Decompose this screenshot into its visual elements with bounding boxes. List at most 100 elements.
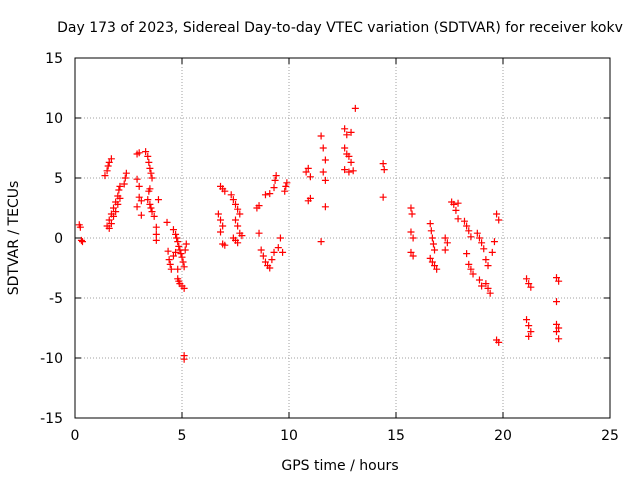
data-point-marker (555, 324, 563, 332)
data-point-marker (163, 218, 171, 226)
data-point-marker (229, 196, 237, 204)
x-axis-label: GPS time / hours (281, 458, 398, 474)
data-point-marker (443, 239, 451, 247)
data-point-marker (409, 234, 417, 242)
data-point-marker (431, 262, 439, 270)
data-point-marker (234, 239, 242, 247)
data-point-marker (133, 203, 141, 211)
data-point-marker (347, 128, 355, 136)
y-tick-label: 15 (45, 51, 63, 67)
data-point-marker (475, 234, 483, 242)
data-point-marker (234, 222, 242, 230)
data-point-marker (121, 174, 129, 182)
data-point-marker (490, 238, 498, 246)
data-point-marker (268, 256, 276, 264)
data-point-marker (441, 234, 449, 242)
data-point-marker (259, 252, 267, 260)
axis-ticks: 0 5 10 15 20 25 -15 -10 -5 0 5 10 15 (40, 51, 619, 444)
data-point-marker (172, 248, 180, 256)
data-point-marker (553, 320, 560, 328)
data-point-marker (261, 191, 269, 199)
data-point-marker (525, 322, 533, 330)
data-point-marker (145, 187, 153, 195)
data-point-marker (147, 169, 155, 177)
data-point-marker (266, 190, 274, 198)
data-point-marker (217, 228, 225, 236)
data-point-marker (221, 241, 229, 249)
data-point-marker (137, 211, 145, 219)
data-point-marker (144, 196, 152, 204)
data-point-marker (181, 246, 189, 254)
chart-title: Day 173 of 2023, Sidereal Day-to-day VTE… (57, 20, 623, 36)
data-point-marker (103, 167, 111, 175)
data-point-marker (484, 262, 492, 270)
data-point-marker (76, 223, 84, 231)
y-axis-label: SDTVAR / TECUs (6, 181, 22, 296)
data-point-marker (380, 166, 388, 174)
data-point-marker (347, 158, 355, 166)
data-point-marker (105, 158, 113, 166)
data-point-marker (236, 210, 244, 218)
data-point-marker (165, 256, 173, 264)
data-point-marker (454, 215, 462, 223)
data-point-marker (152, 236, 160, 244)
data-point-marker (553, 298, 560, 306)
data-point-marker (495, 216, 503, 224)
data-point-marker (179, 258, 187, 266)
data-point-marker (478, 282, 486, 290)
data-point-marker (319, 168, 327, 176)
data-point-marker (525, 280, 533, 288)
data-point-marker (217, 216, 225, 224)
data-point-marker (180, 355, 188, 363)
data-point-marker (488, 248, 496, 256)
y-tick-label: -10 (40, 351, 63, 367)
data-point-marker (120, 180, 128, 188)
y-tick-label: 0 (54, 231, 63, 247)
data-point-marker (523, 316, 531, 324)
data-point-marker (257, 246, 265, 254)
data-point-marker (270, 248, 278, 256)
data-point-marker (238, 232, 246, 240)
data-point-marker (343, 131, 351, 139)
data-point-marker (484, 284, 492, 292)
data-point-marker (232, 216, 239, 224)
data-point-marker (478, 239, 486, 247)
data-point-marker (441, 246, 449, 254)
data-point-marker (221, 187, 229, 195)
data-point-marker (482, 280, 490, 288)
data-point-marker (78, 238, 86, 246)
data-point-marker (460, 217, 468, 225)
data-point-marker (469, 270, 477, 278)
data-point-marker (304, 164, 312, 172)
data-point-marker (110, 204, 118, 212)
data-point-marker (317, 238, 325, 246)
data-point-marker (475, 276, 483, 284)
data-point-marker (177, 250, 185, 258)
data-point-marker (112, 208, 120, 216)
data-point-marker (302, 168, 310, 176)
data-point-marker (174, 265, 182, 273)
data-point-marker (234, 205, 242, 213)
data-point-marker (349, 167, 357, 175)
data-point-marker (169, 226, 177, 234)
data-point-marker (465, 260, 473, 268)
data-point-marker (169, 252, 177, 260)
data-point-marker (431, 246, 439, 254)
data-point-marker (407, 248, 415, 256)
data-point-marker (214, 210, 222, 218)
data-point-marker (219, 222, 227, 230)
data-point-marker (321, 156, 329, 164)
data-point-marker (148, 174, 156, 182)
y-tick-label: -15 (40, 411, 63, 427)
data-point-marker (321, 203, 329, 211)
data-point-marker (465, 227, 473, 235)
data-point-marker (486, 289, 494, 297)
data-point-marker (345, 168, 353, 176)
data-point-marker (147, 204, 155, 212)
data-point-marker (182, 240, 190, 248)
grid-lines (75, 58, 610, 418)
data-point-marker (351, 104, 359, 112)
data-point-marker (115, 186, 123, 194)
data-point-marker (232, 200, 239, 208)
